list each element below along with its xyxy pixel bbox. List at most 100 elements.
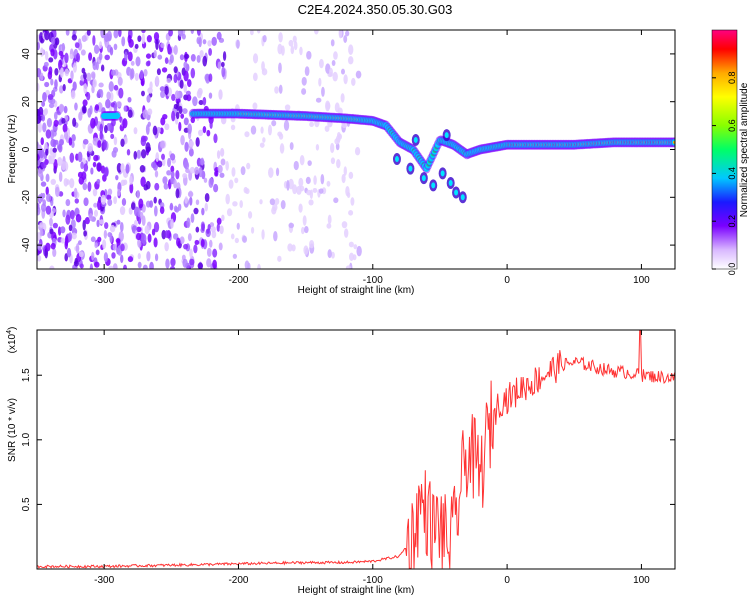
noise-speck xyxy=(212,248,218,258)
noise-speck xyxy=(334,138,340,145)
noise-speck xyxy=(113,30,119,39)
noise-speck xyxy=(147,108,153,116)
noise-speck xyxy=(171,93,176,102)
noise-speck xyxy=(181,33,186,40)
noise-speck xyxy=(178,121,182,132)
noise-speck xyxy=(77,240,82,246)
noise-speck xyxy=(65,198,71,207)
noise-speck xyxy=(196,30,201,36)
colorbar: 0.0 0.2 0.4 0.6 0.8 Normalized spectral ampl… xyxy=(711,29,750,276)
noise-speck xyxy=(58,50,64,56)
signal-blob-core xyxy=(394,156,399,163)
noise-speck xyxy=(179,236,185,245)
noise-speck xyxy=(156,68,161,76)
noise-speck xyxy=(136,189,141,199)
noise-speck xyxy=(219,225,224,235)
snr-x-label: Height of straight line (km) xyxy=(298,585,415,596)
noise-speck xyxy=(62,123,68,133)
noise-speck xyxy=(109,224,116,233)
noise-speck xyxy=(232,253,238,259)
colorbar-tick-label: 0.0 xyxy=(727,263,737,276)
noise-speck xyxy=(298,203,303,213)
noise-speck xyxy=(299,46,303,56)
noise-speck xyxy=(53,119,59,127)
noise-speck xyxy=(190,30,194,35)
x-tick-label: -200 xyxy=(228,275,248,286)
noise-speck xyxy=(88,213,93,222)
y-tick-label: -40 xyxy=(21,237,32,252)
noise-speck xyxy=(234,237,239,244)
noise-speck xyxy=(81,105,86,114)
noise-speck xyxy=(168,30,173,37)
colorbar-frame xyxy=(711,29,738,270)
noise-speck xyxy=(111,252,116,259)
noise-speck xyxy=(90,167,94,175)
noise-speck xyxy=(307,160,312,166)
noise-speck xyxy=(113,84,119,91)
noise-speck xyxy=(137,253,141,260)
noise-speck xyxy=(146,35,152,43)
noise-speck xyxy=(62,209,66,218)
noise-speck xyxy=(69,53,73,59)
noise-speck xyxy=(55,186,60,197)
noise-speck xyxy=(325,100,331,112)
noise-speck xyxy=(256,30,261,34)
spectrogram-y-label: Frequency (Hz) xyxy=(7,115,18,184)
noise-speck xyxy=(286,179,290,191)
noise-speck xyxy=(204,73,211,82)
noise-speck xyxy=(41,162,47,169)
noise-speck xyxy=(269,198,276,206)
noise-speck xyxy=(268,167,274,178)
noise-speck xyxy=(103,252,109,263)
noise-speck xyxy=(186,217,191,229)
noise-speck xyxy=(168,46,173,55)
noise-speck xyxy=(291,244,296,252)
noise-speck xyxy=(130,68,135,80)
noise-speck xyxy=(130,202,136,211)
noise-speck xyxy=(87,181,92,192)
noise-speck xyxy=(83,230,88,237)
noise-speck xyxy=(127,256,134,263)
noise-speck xyxy=(164,85,169,96)
noise-speck xyxy=(252,53,259,64)
noise-speck xyxy=(86,72,92,82)
noise-speck xyxy=(309,240,315,249)
noise-speck xyxy=(293,160,299,171)
noise-speck xyxy=(69,152,75,163)
noise-speck xyxy=(145,53,152,59)
noise-speck xyxy=(156,126,161,134)
noise-speck xyxy=(91,251,95,261)
noise-speck xyxy=(242,235,248,243)
noise-speck xyxy=(236,39,240,49)
noise-speck xyxy=(97,199,102,211)
noise-speck xyxy=(37,255,42,262)
noise-speck xyxy=(134,72,139,82)
noise-speck xyxy=(211,230,217,239)
noise-speck xyxy=(345,30,350,37)
x-tick-label: 100 xyxy=(633,275,650,286)
noise-speck xyxy=(312,187,318,193)
noise-speck xyxy=(225,193,230,205)
noise-speck xyxy=(292,184,298,195)
noise-speck xyxy=(87,142,93,153)
noise-speck xyxy=(49,217,53,227)
snr-ticks: -300 -200 -100 0 100 0.5 1.0 1.5 xyxy=(21,330,675,586)
noise-speck xyxy=(212,259,217,269)
noise-speck xyxy=(228,179,234,189)
noise-speck xyxy=(74,198,79,204)
noise-speck xyxy=(117,76,123,86)
noise-speck xyxy=(350,197,355,206)
noise-speck xyxy=(203,177,208,183)
noise-speck xyxy=(184,196,188,204)
noise-speck xyxy=(330,142,335,154)
noise-speck xyxy=(208,92,213,99)
noise-speck xyxy=(116,219,121,225)
noise-speck xyxy=(330,39,335,47)
noise-speck xyxy=(109,46,114,56)
signal-blob-core xyxy=(460,194,465,201)
noise-speck xyxy=(43,109,48,116)
noise-speck xyxy=(100,194,107,205)
noise-speck xyxy=(354,146,361,156)
